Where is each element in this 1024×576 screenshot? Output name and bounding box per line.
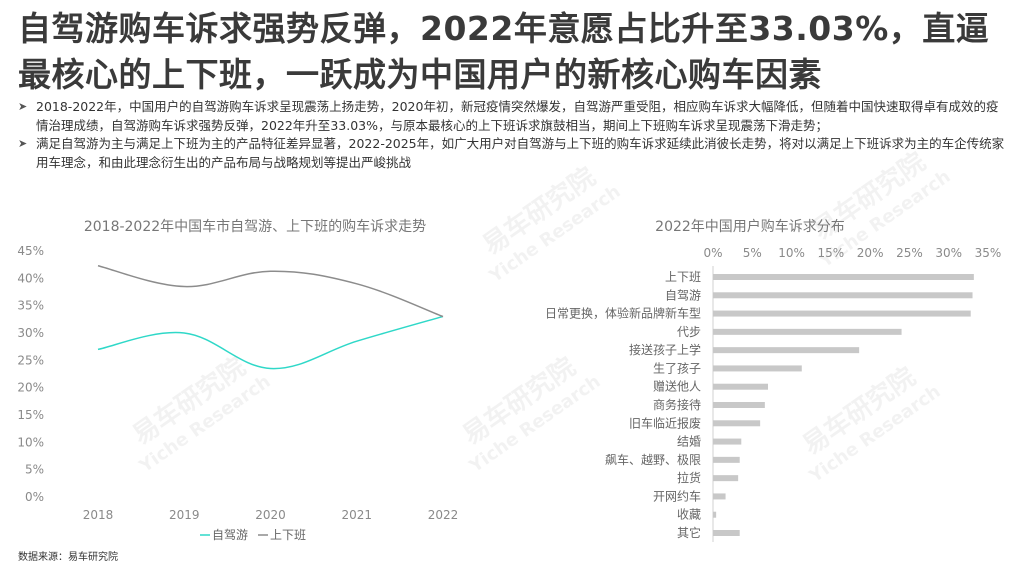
- category-label: 开网约车: [653, 488, 701, 503]
- bar-chart-title: 2022年中国用户购车诉求分布: [655, 219, 845, 235]
- arrow-bullet-icon: ➤: [18, 100, 28, 113]
- bullet-text: 满足自驾游为主与满足上下班为主的产品特征差异显著，2022-2025年，如广大用…: [36, 136, 1005, 170]
- bullet-item: ➤ 满足自驾游为主与满足上下班为主的产品特征差异显著，2022-2025年，如广…: [18, 135, 1008, 172]
- x-tick-label: 0%: [703, 246, 722, 260]
- bar: [713, 365, 802, 372]
- arrow-bullet-icon: ➤: [18, 137, 28, 150]
- bar: [713, 475, 739, 482]
- category-label: 日常更换，体验新品牌新车型: [545, 306, 701, 321]
- category-label: 自驾游: [665, 288, 701, 302]
- x-tick-label: 2019: [169, 508, 200, 522]
- bar: [713, 402, 765, 408]
- line-series-1: [97, 315, 444, 370]
- y-tick-label: 30%: [17, 326, 44, 340]
- x-tick-label: 2018: [83, 508, 114, 522]
- category-label: 赠送他人: [653, 379, 701, 394]
- y-tick-label: 15%: [17, 408, 44, 422]
- x-tick-label: 2022: [428, 508, 459, 522]
- bullet-list: ➤ 2018-2022年，中国用户的自驾游购车诉求呈现震荡上扬走势，2020年初…: [18, 98, 1008, 172]
- page-title: 自驾游购车诉求强势反弹，2022年意愿占比升至33.03%，直逼最核心的上下班，…: [18, 9, 990, 94]
- bar: [713, 530, 740, 536]
- line-series-2: [97, 265, 444, 318]
- x-tick-label: 15%: [818, 246, 845, 260]
- bar: [713, 310, 971, 317]
- bar: [713, 274, 974, 280]
- category-label: 旧车临近报废: [629, 415, 701, 430]
- bar: [713, 292, 973, 299]
- x-tick-label: 10%: [778, 246, 805, 260]
- bar: [713, 493, 726, 500]
- bullet-item: ➤ 2018-2022年，中国用户的自驾游购车诉求呈现震荡上扬走势，2020年初…: [18, 98, 1008, 135]
- category-label: 商务接待: [653, 397, 701, 412]
- bar: [713, 456, 740, 463]
- y-tick-label: 40%: [17, 271, 44, 285]
- y-tick-label: 0%: [25, 490, 44, 504]
- category-label: 上下班: [665, 270, 701, 284]
- category-label: 结婚: [677, 435, 701, 449]
- x-tick-label: 30%: [935, 246, 962, 260]
- y-tick-label: 45%: [17, 244, 44, 258]
- bar: [713, 438, 742, 445]
- category-label: 拉货: [677, 470, 701, 485]
- category-label: 代步: [677, 325, 701, 339]
- x-tick-label: 35%: [975, 246, 1002, 260]
- x-tick-label: 5%: [743, 246, 762, 260]
- x-tick-label: 2020: [255, 508, 286, 522]
- y-tick-label: 25%: [17, 353, 44, 367]
- y-tick-label: 20%: [17, 381, 44, 395]
- category-label: 生了孩子: [653, 361, 701, 375]
- bar: [713, 347, 860, 354]
- line-chart-title: 2018-2022年中国车市自驾游、上下班的购车诉求走势: [83, 219, 427, 235]
- bar: [713, 383, 768, 390]
- y-tick-label: 5%: [25, 463, 44, 477]
- legend-label: 自驾游: [212, 528, 248, 542]
- category-label: 接送孩子上学: [629, 342, 701, 357]
- category-label: 飙车、越野、极限: [605, 452, 701, 467]
- bar: [713, 511, 717, 518]
- x-tick-label: 20%: [857, 246, 884, 260]
- x-tick-label: 25%: [896, 246, 923, 260]
- legend-label: 上下班: [270, 528, 306, 542]
- category-label: 收藏: [677, 508, 701, 522]
- bar: [713, 328, 902, 335]
- data-source: 数据来源：易车研究院: [18, 552, 118, 563]
- category-label: 其它: [677, 525, 701, 540]
- bullet-text: 2018-2022年，中国用户的自驾游购车诉求呈现震荡上扬走势，2020年初，新…: [36, 99, 999, 133]
- x-tick-label: 2021: [341, 508, 372, 522]
- y-tick-label: 35%: [17, 299, 44, 313]
- y-tick-label: 10%: [17, 435, 44, 449]
- bar: [713, 420, 761, 427]
